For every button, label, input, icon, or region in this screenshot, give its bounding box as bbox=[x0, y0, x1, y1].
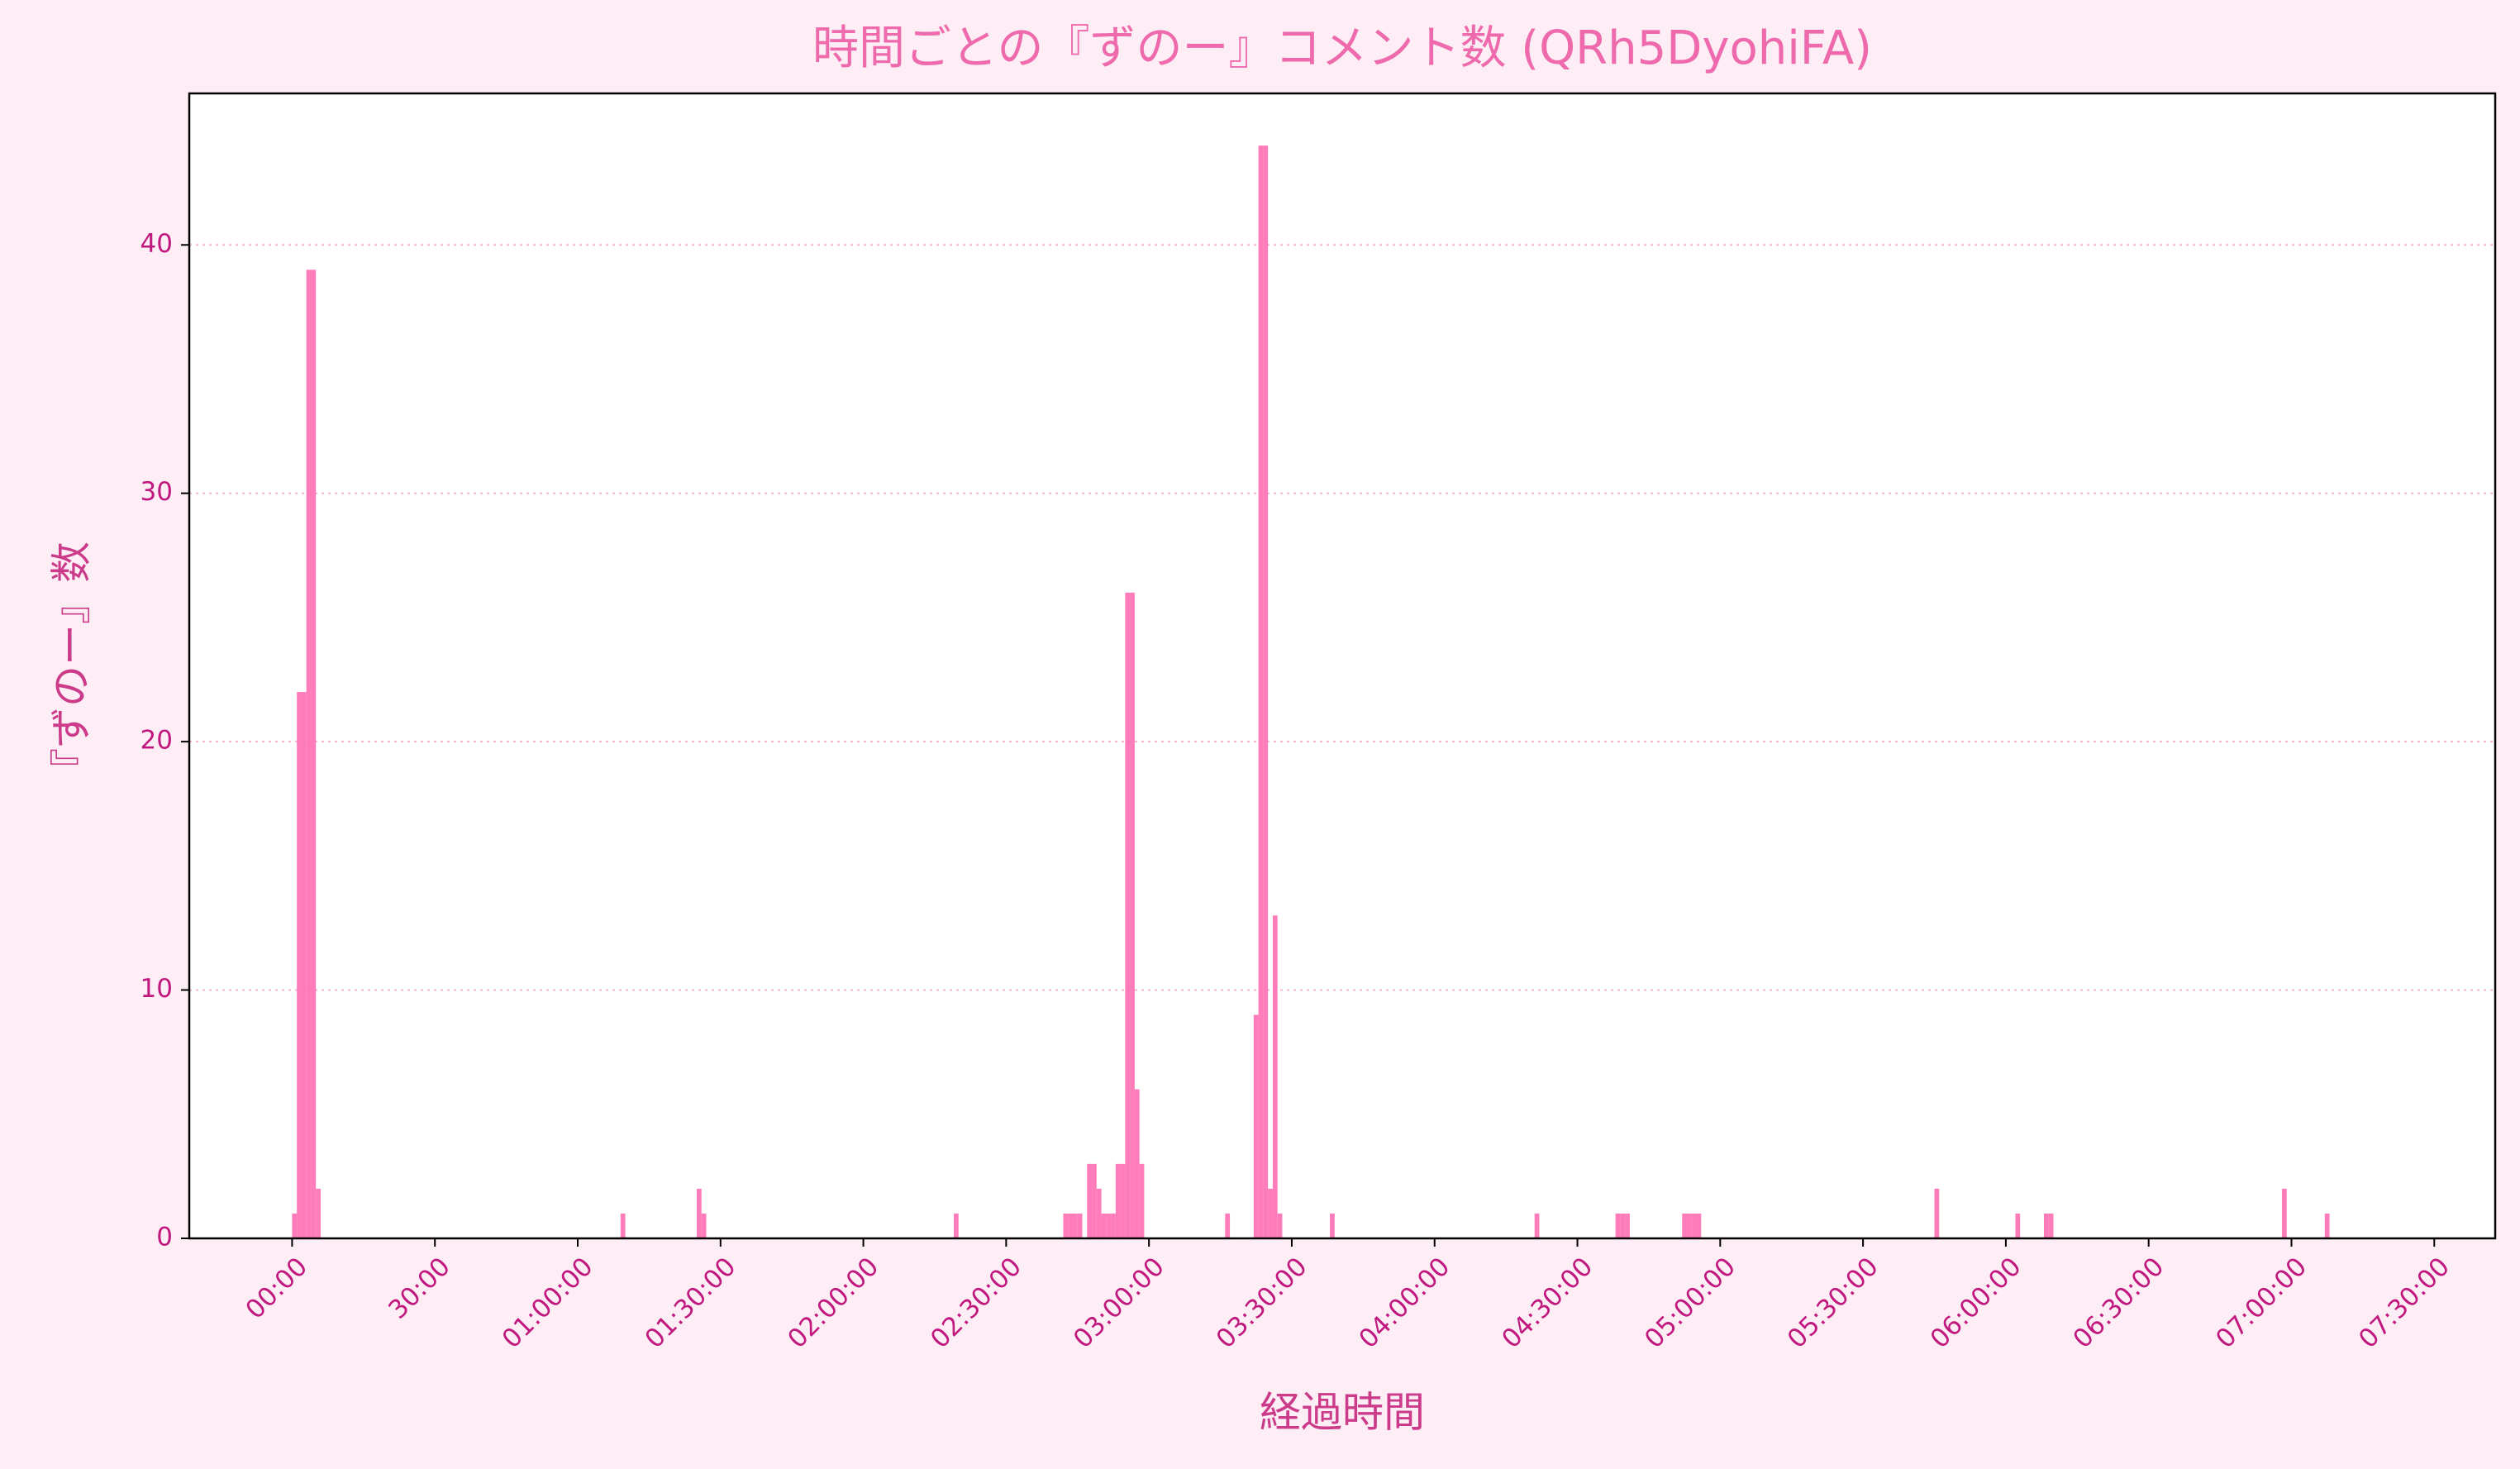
bar bbox=[1139, 1163, 1145, 1238]
bar bbox=[1101, 1213, 1107, 1238]
bar bbox=[1077, 1213, 1083, 1238]
y-tick-label: 40 bbox=[141, 229, 173, 259]
bar bbox=[1134, 1089, 1140, 1238]
bar bbox=[1687, 1213, 1692, 1238]
bar bbox=[954, 1213, 959, 1238]
y-tick-label: 20 bbox=[141, 726, 173, 756]
bar bbox=[1087, 1163, 1093, 1238]
bar bbox=[1073, 1213, 1078, 1238]
bar bbox=[292, 1213, 298, 1238]
y-tick-label: 30 bbox=[141, 477, 173, 507]
bar bbox=[1106, 1213, 1112, 1238]
bar bbox=[1682, 1213, 1688, 1238]
bar bbox=[1096, 1188, 1102, 1238]
bar bbox=[306, 269, 312, 1239]
bar bbox=[1111, 1213, 1116, 1238]
bar bbox=[297, 692, 302, 1238]
bar bbox=[1115, 1163, 1121, 1238]
bar bbox=[1272, 915, 1278, 1238]
bar bbox=[1620, 1213, 1626, 1238]
bar bbox=[1258, 145, 1264, 1239]
bar bbox=[1625, 1213, 1630, 1238]
bar bbox=[316, 1188, 321, 1238]
bar bbox=[301, 692, 307, 1238]
bar bbox=[1691, 1213, 1697, 1238]
bar bbox=[696, 1188, 702, 1238]
y-tick-label: 0 bbox=[156, 1223, 173, 1252]
bar bbox=[1253, 1014, 1259, 1238]
bar bbox=[2043, 1213, 2049, 1238]
bar bbox=[1263, 145, 1269, 1239]
bar bbox=[1696, 1213, 1702, 1238]
bar bbox=[1225, 1213, 1231, 1238]
y-axis-label: 『ずのー』数 bbox=[48, 541, 96, 789]
bar bbox=[620, 1213, 626, 1238]
bar bbox=[1268, 1188, 1273, 1238]
bar bbox=[1068, 1213, 1074, 1238]
bar bbox=[2324, 1213, 2330, 1238]
bar bbox=[701, 1213, 707, 1238]
y-tick-label: 10 bbox=[141, 974, 173, 1004]
bar bbox=[2281, 1188, 2287, 1238]
bar bbox=[311, 269, 317, 1239]
bar bbox=[1130, 592, 1135, 1238]
bar bbox=[1120, 1163, 1126, 1238]
bar bbox=[2015, 1213, 2021, 1238]
bar bbox=[1125, 592, 1131, 1238]
bar bbox=[1092, 1163, 1097, 1238]
bar bbox=[1534, 1213, 1540, 1238]
bar bbox=[1277, 1213, 1283, 1238]
chart-title: 時間ごとの『ずのー』コメント数 (QRh5DyohiFA) bbox=[812, 21, 1872, 75]
bars bbox=[292, 145, 2330, 1239]
bar bbox=[1934, 1188, 1940, 1238]
bar bbox=[1615, 1213, 1621, 1238]
bar bbox=[1063, 1213, 1069, 1238]
plot-area bbox=[189, 93, 2495, 1238]
bar bbox=[2048, 1213, 2054, 1238]
plot-frame bbox=[188, 92, 2497, 1240]
bar bbox=[1330, 1213, 1335, 1238]
x-axis-label: 経過時間 bbox=[1260, 1389, 1425, 1437]
